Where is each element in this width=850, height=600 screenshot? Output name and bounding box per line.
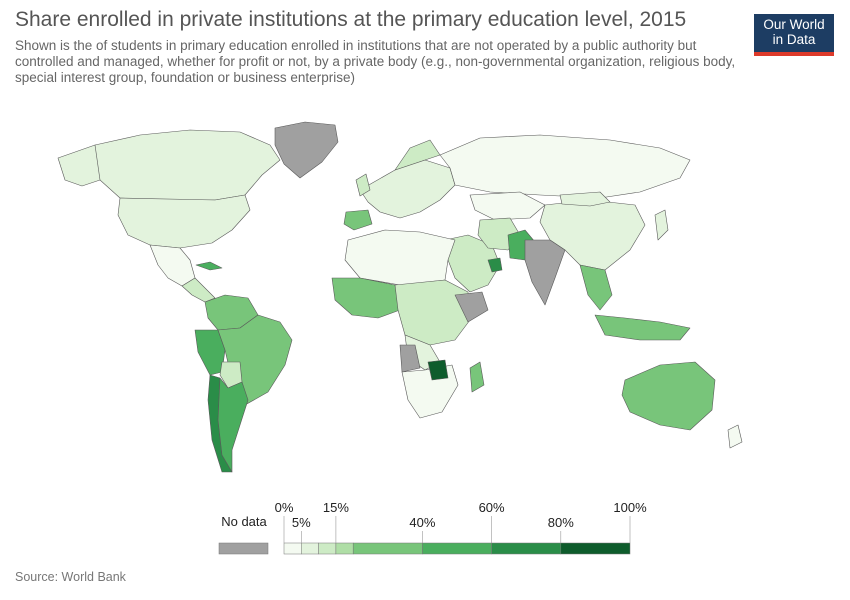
region-kazakhstan[interactable]: [469, 191, 546, 221]
legend-tick-label-lower-0: 5%: [292, 515, 311, 530]
region-japan[interactable]: [654, 209, 669, 241]
region-canada[interactable]: [87, 129, 281, 201]
legend-tick-label-upper-0: 0%: [275, 500, 294, 515]
region-iberia[interactable]: [343, 209, 373, 231]
legend-no-data-swatch: [218, 542, 269, 555]
region-scandinavia[interactable]: [394, 139, 441, 171]
legend-tick-label-lower-1: 40%: [409, 515, 435, 530]
chart-subtitle: Shown is the of students in primary educ…: [15, 38, 736, 85]
region-new-zealand[interactable]: [727, 424, 743, 449]
region-usa[interactable]: [117, 194, 251, 249]
region-mongolia[interactable]: [559, 191, 611, 207]
chart-title: Share enrolled in private institutions a…: [15, 8, 687, 31]
region-argentina[interactable]: [217, 377, 249, 473]
region-southern-africa[interactable]: [401, 364, 459, 419]
region-cuba[interactable]: [195, 261, 223, 271]
legend-bin-7[interactable]: [560, 542, 631, 555]
region-russia[interactable]: [439, 134, 691, 199]
region-zimbabwe[interactable]: [427, 359, 449, 381]
owid-logo[interactable]: Our World in Data: [754, 14, 834, 56]
region-central-america[interactable]: [181, 277, 216, 303]
legend-bin-5[interactable]: [422, 542, 492, 555]
region-europe[interactable]: [359, 159, 456, 219]
legend-tick-label-upper-2: 60%: [479, 500, 505, 515]
region-indonesia[interactable]: [594, 314, 691, 341]
region-uk[interactable]: [355, 173, 371, 197]
legend-tick-label-upper-1: 15%: [323, 500, 349, 515]
region-angola[interactable]: [399, 344, 421, 373]
region-central-africa[interactable]: [394, 279, 471, 346]
map-legend: No data 0% 15% 60% 100% 5% 40% 80%: [218, 500, 647, 555]
legend-bin-6[interactable]: [491, 542, 562, 555]
region-mexico[interactable]: [149, 244, 196, 287]
region-uae[interactable]: [487, 257, 503, 273]
world-map[interactable]: [0, 100, 850, 485]
region-alaska[interactable]: [57, 144, 101, 187]
logo-line-1: Our World: [763, 17, 825, 32]
region-india[interactable]: [524, 239, 566, 306]
source-note: Source: World Bank: [15, 570, 126, 584]
logo-line-2: in Data: [772, 32, 816, 47]
legend-bin-4[interactable]: [352, 542, 423, 555]
legend-no-data-label: No data: [221, 514, 267, 529]
legend-tick-label-upper-3: 100%: [613, 500, 647, 515]
region-horn-of-africa[interactable]: [454, 291, 489, 323]
region-greenland[interactable]: [274, 121, 339, 179]
legend-bin-0[interactable]: [283, 542, 302, 555]
region-australia[interactable]: [621, 361, 716, 431]
region-southeast-asia[interactable]: [579, 264, 613, 311]
legend-bin-1[interactable]: [301, 542, 319, 555]
legend-tick-label-lower-2: 80%: [548, 515, 574, 530]
region-madagascar[interactable]: [469, 361, 485, 393]
legend-bin-3[interactable]: [335, 542, 354, 555]
region-north-africa[interactable]: [344, 229, 456, 286]
legend-bin-2[interactable]: [318, 542, 337, 555]
region-west-africa[interactable]: [331, 277, 401, 319]
region-middle-east[interactable]: [444, 234, 501, 293]
